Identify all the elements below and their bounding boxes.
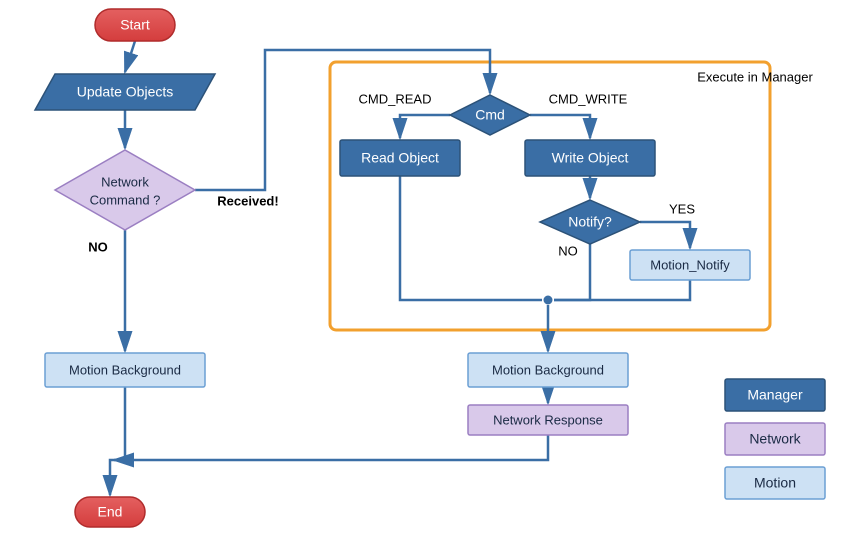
svg-text:Motion_Notify: Motion_Notify <box>650 257 730 272</box>
svg-text:Manager: Manager <box>747 387 803 403</box>
svg-text:Update Objects: Update Objects <box>77 84 174 100</box>
edge-notify-motnotify <box>640 222 690 248</box>
svg-text:End: End <box>98 504 123 520</box>
svg-text:Cmd: Cmd <box>475 107 505 123</box>
svg-text:Motion Background: Motion Background <box>492 362 604 377</box>
svg-text:Network Response: Network Response <box>493 412 603 427</box>
edge-netresp-end <box>114 435 548 460</box>
junction <box>543 295 553 305</box>
svg-text:Motion: Motion <box>754 475 796 491</box>
label-cmd-write: CMD_WRITE <box>549 91 628 106</box>
edge-motnotify-junction <box>554 280 690 300</box>
svg-text:Notify?: Notify? <box>568 214 612 230</box>
node-update-objects: Update Objects <box>35 74 215 110</box>
svg-text:Motion Background: Motion Background <box>69 362 181 377</box>
decision-notify: Notify? <box>540 200 640 244</box>
edge-cmd-write <box>530 115 590 138</box>
legend-item-manager: Manager <box>725 379 825 411</box>
edge-start-update <box>125 41 135 72</box>
label-cmd-read: CMD_READ <box>359 91 432 106</box>
legend-item-network: Network <box>725 423 825 455</box>
label-no2: NO <box>558 243 578 258</box>
node-write-object: Write Object <box>525 140 655 176</box>
edge-read-junction <box>400 176 542 300</box>
svg-text:Read Object: Read Object <box>361 150 439 166</box>
svg-text:Network: Network <box>101 174 149 189</box>
svg-text:Start: Start <box>120 17 150 33</box>
svg-text:Command ?: Command ? <box>90 192 161 207</box>
label-received: Received! <box>217 193 278 208</box>
decision-network-command: Network Command ? <box>55 150 195 230</box>
node-network-response: Network Response <box>468 405 628 435</box>
decision-cmd: Cmd <box>450 95 530 135</box>
legend-item-motion: Motion <box>725 467 825 499</box>
container-title: Execute in Manager <box>697 69 813 84</box>
terminator-end: End <box>75 497 145 527</box>
terminator-start: Start <box>95 9 175 41</box>
node-motion-background-left: Motion Background <box>45 353 205 387</box>
node-motion-background-right: Motion Background <box>468 353 628 387</box>
node-read-object: Read Object <box>340 140 460 176</box>
svg-text:Write Object: Write Object <box>552 150 629 166</box>
edge-mb1-end <box>110 387 125 495</box>
label-no1: NO <box>88 239 108 254</box>
svg-text:Network: Network <box>749 431 801 447</box>
node-motion-notify: Motion_Notify <box>630 250 750 280</box>
label-yes: YES <box>669 201 695 216</box>
edge-cmd-read <box>400 115 450 138</box>
